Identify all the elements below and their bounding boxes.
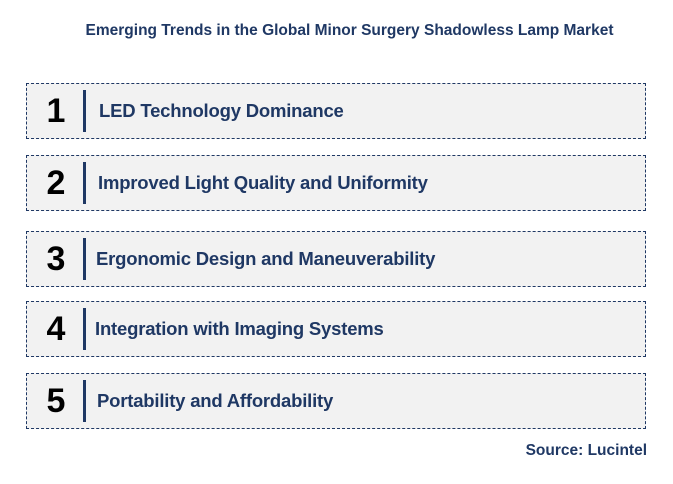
trend-divider-5 — [83, 380, 86, 422]
trend-label-2: Improved Light Quality and Uniformity — [98, 172, 428, 193]
trend-item-1: 1 LED Technology Dominance — [26, 83, 646, 139]
trend-label-1: LED Technology Dominance — [99, 100, 344, 121]
trend-divider-2 — [83, 162, 86, 204]
trend-item-2: 2 Improved Light Quality and Uniformity — [26, 155, 646, 211]
diagram-title: Emerging Trends in the Global Minor Surg… — [85, 22, 614, 39]
trend-number-2: 2 — [46, 163, 66, 202]
source-note: Source: Lucintel — [525, 442, 647, 459]
trend-number-5: 5 — [46, 381, 66, 420]
trend-item-4: 4 Integration with Imaging Systems — [26, 301, 646, 357]
trend-label-3: Ergonomic Design and Maneuverability — [96, 248, 436, 269]
trend-number-4: 4 — [46, 309, 66, 348]
trend-label-4: Integration with Imaging Systems — [95, 318, 384, 339]
trend-divider-1 — [83, 90, 86, 132]
trend-number-1: 1 — [46, 91, 66, 130]
trend-divider-3 — [83, 238, 86, 280]
trend-item-3: 3 Ergonomic Design and Maneuverability — [26, 231, 646, 287]
trend-item-5: 5 Portability and Affordability — [26, 373, 646, 429]
trend-number-3: 3 — [46, 239, 66, 278]
trend-divider-4 — [83, 308, 86, 350]
trend-label-5: Portability and Affordability — [97, 390, 334, 411]
